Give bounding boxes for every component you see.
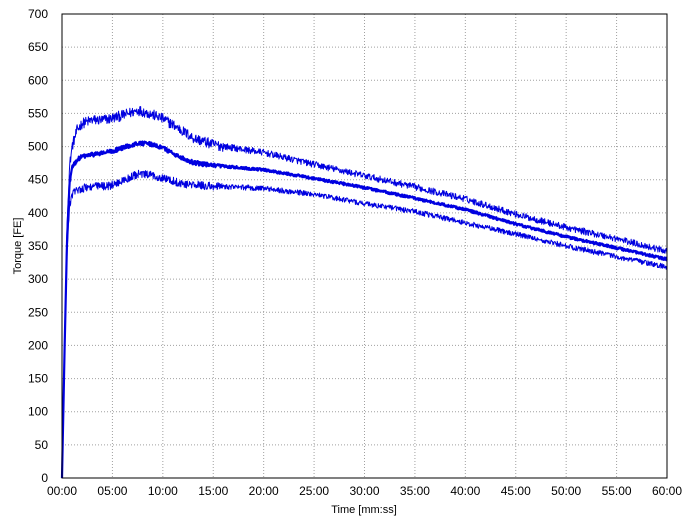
x-tick-label: 35:00: [400, 484, 430, 498]
x-tick-label: 50:00: [551, 484, 581, 498]
x-axis-label: Time [mm:ss]: [331, 504, 397, 516]
x-tick-label: 30:00: [349, 484, 379, 498]
x-tick-label: 25:00: [299, 484, 329, 498]
y-tick-label: 450: [28, 173, 48, 187]
y-tick-label: 700: [28, 7, 48, 21]
y-tick-label: 300: [28, 272, 48, 286]
y-tick-label: 150: [28, 372, 48, 386]
x-tick-label: 10:00: [148, 484, 178, 498]
y-tick-label: 500: [28, 140, 48, 154]
y-axis-label: Torque [FE]: [12, 218, 24, 275]
y-tick-label: 350: [28, 239, 48, 253]
x-tick-label: 15:00: [198, 484, 228, 498]
y-tick-label: 400: [28, 206, 48, 220]
y-tick-label: 50: [35, 438, 49, 452]
x-tick-label: 40:00: [450, 484, 480, 498]
y-tick-label: 250: [28, 305, 48, 319]
series-layer: [60, 106, 668, 479]
series-line-upper: [61, 106, 668, 479]
y-tick-label: 200: [28, 338, 48, 352]
x-tick-label: 20:00: [249, 484, 279, 498]
y-tick-label: 650: [28, 40, 48, 54]
x-tick-label: 45:00: [501, 484, 531, 498]
y-tick-label: 0: [41, 471, 48, 485]
x-tick-label: 00:00: [47, 484, 77, 498]
y-tick-label: 100: [28, 405, 48, 419]
y-tick-label: 550: [28, 106, 48, 120]
series-line-mean: [60, 140, 668, 479]
x-tick-label: 05:00: [97, 484, 127, 498]
tick-labels: 0 50 100 150 200 250 300 350 400 450 500 550 600 650 7…: [28, 7, 682, 498]
plot-frame: [61, 13, 668, 479]
y-tick-label: 600: [28, 73, 48, 87]
x-tick-label: 60:00: [652, 484, 682, 498]
x-tick-label: 55:00: [602, 484, 632, 498]
series-line-lower: [61, 169, 668, 479]
